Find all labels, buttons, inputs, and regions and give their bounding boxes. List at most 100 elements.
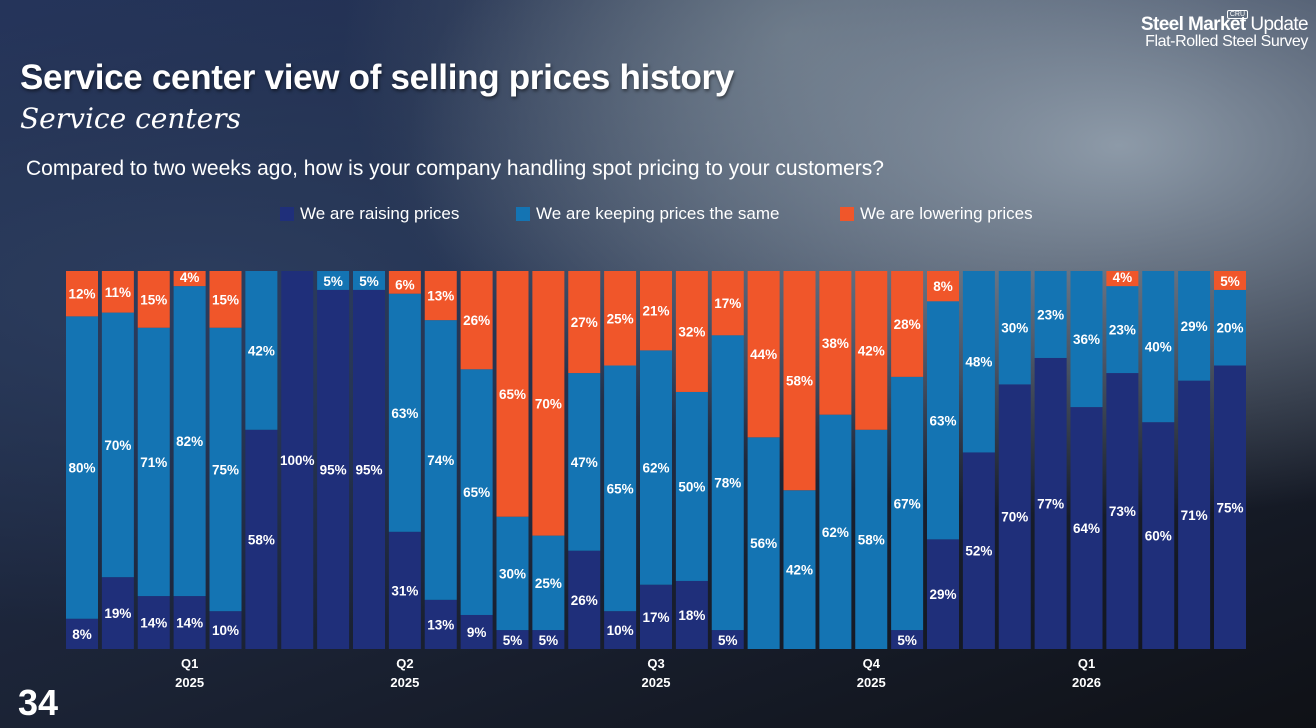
bar-segment-same-4	[173, 286, 206, 597]
bar-segment-raising-11	[424, 599, 457, 649]
data-label-raising-19: 5%	[718, 633, 738, 648]
data-label-same-8: 5%	[323, 274, 343, 289]
data-label-lowering-19: 17%	[714, 296, 741, 311]
bar-segment-lowering-11	[424, 271, 457, 321]
data-label-same-17: 62%	[642, 461, 669, 476]
bar-segment-same-21	[783, 490, 816, 649]
bar-segment-raising-4	[173, 596, 206, 649]
bar-segment-same-22	[819, 414, 852, 649]
bar-segment-lowering-25	[927, 271, 959, 302]
data-label-same-9: 5%	[359, 274, 379, 289]
data-label-lowering-20: 44%	[750, 347, 777, 362]
data-label-lowering-23: 42%	[858, 343, 885, 358]
data-label-same-29: 36%	[1073, 332, 1100, 347]
bar-segment-same-1	[66, 316, 98, 619]
data-label-raising-8: 95%	[320, 462, 347, 477]
data-label-same-23: 58%	[858, 532, 885, 547]
bar-segment-raising-24	[891, 630, 924, 649]
bar-segment-same-17	[640, 350, 672, 585]
data-label-lowering-15: 27%	[571, 315, 598, 330]
data-label-raising-18: 18%	[678, 608, 705, 623]
bar-segment-lowering-12	[460, 271, 493, 370]
bar-segment-same-18	[675, 391, 708, 581]
bar-segment-lowering-3	[137, 271, 170, 328]
bar-segment-same-29	[1070, 271, 1103, 408]
data-label-same-15: 47%	[571, 455, 598, 470]
data-label-same-24: 67%	[894, 496, 921, 511]
x-tick-year-5: 2026	[1072, 675, 1101, 690]
data-label-lowering-21: 58%	[786, 374, 813, 389]
data-label-same-13: 30%	[499, 566, 526, 581]
bar-segment-raising-5	[209, 611, 242, 649]
x-tick-quarter-1: Q1	[181, 656, 198, 671]
data-label-same-3: 71%	[140, 455, 167, 470]
data-label-lowering-25: 8%	[933, 279, 953, 294]
data-label-same-1: 80%	[68, 461, 95, 476]
bar-segment-raising-1	[66, 618, 98, 649]
bar-segment-same-25	[927, 301, 959, 540]
bar-segment-same-27	[998, 271, 1031, 385]
data-label-raising-27: 70%	[1001, 510, 1028, 525]
data-label-raising-12: 9%	[467, 625, 487, 640]
bar-segment-lowering-22	[819, 271, 852, 415]
legend-swatch-same	[516, 207, 530, 221]
bar-segment-raising-10	[388, 531, 421, 649]
data-label-raising-13: 5%	[503, 633, 523, 648]
bar-segment-lowering-30	[1106, 271, 1139, 287]
data-label-same-14: 25%	[535, 576, 562, 591]
data-label-raising-14: 5%	[539, 633, 559, 648]
data-label-same-21: 42%	[786, 563, 813, 578]
data-label-raising-6: 58%	[248, 532, 275, 547]
data-label-same-30: 23%	[1109, 323, 1136, 338]
bar-segment-raising-30	[1106, 373, 1139, 649]
logo-brand-light: Update	[1245, 14, 1308, 35]
data-label-raising-4: 14%	[176, 616, 203, 631]
bar-segment-lowering-23	[855, 271, 888, 430]
bar-segment-raising-32	[1178, 380, 1211, 649]
data-label-lowering-10: 6%	[395, 278, 415, 293]
data-label-same-10: 63%	[391, 406, 418, 421]
data-label-raising-26: 52%	[965, 544, 992, 559]
data-label-lowering-18: 32%	[678, 324, 705, 339]
bar-segment-raising-17	[640, 584, 672, 649]
bar-segment-same-26	[962, 271, 995, 453]
data-label-same-26: 48%	[965, 355, 992, 370]
data-label-same-31: 40%	[1145, 340, 1172, 355]
chart-legend: We are raising prices We are keeping pri…	[0, 202, 1316, 226]
x-tick-year-3: 2025	[642, 675, 671, 690]
bar-segment-raising-16	[604, 611, 637, 649]
data-label-lowering-24: 28%	[894, 317, 921, 332]
bar-segment-same-28	[1034, 271, 1067, 358]
bar-segment-same-32	[1178, 271, 1211, 381]
legend-label-raising: We are raising prices	[300, 204, 460, 223]
data-label-raising-17: 17%	[642, 610, 669, 625]
bar-segment-lowering-16	[604, 271, 637, 366]
data-label-raising-31: 60%	[1145, 529, 1172, 544]
bar-segment-raising-26	[962, 452, 995, 649]
x-tick-year-4: 2025	[857, 675, 886, 690]
survey-question: Compared to two weeks ago, how is your c…	[26, 157, 884, 180]
data-label-raising-5: 10%	[212, 623, 239, 638]
legend-label-same: We are keeping prices the same	[536, 204, 780, 223]
data-label-lowering-22: 38%	[822, 336, 849, 351]
bar-segment-raising-6	[245, 429, 278, 649]
data-label-same-19: 78%	[714, 476, 741, 491]
data-label-same-32: 29%	[1181, 319, 1208, 334]
legend-item-lowering: We are lowering prices	[840, 204, 1033, 224]
bar-segment-raising-2	[101, 577, 134, 649]
bar-segment-raising-19	[711, 630, 744, 649]
data-label-lowering-4: 4%	[180, 270, 200, 285]
page-subtitle: Service centers	[20, 102, 241, 135]
bar-segment-same-23	[855, 429, 888, 649]
bar-segment-lowering-17	[640, 271, 672, 351]
data-label-raising-1: 8%	[72, 627, 92, 642]
data-label-raising-3: 14%	[140, 616, 167, 631]
data-label-same-11: 74%	[427, 453, 454, 468]
data-label-same-25: 63%	[929, 413, 956, 428]
data-label-lowering-33: 5%	[1220, 274, 1240, 289]
data-label-raising-30: 73%	[1109, 504, 1136, 519]
data-label-raising-7: 100%	[280, 453, 315, 468]
data-label-same-28: 23%	[1037, 307, 1064, 322]
bar-segment-raising-15	[568, 550, 601, 649]
bar-segment-lowering-14	[532, 271, 565, 536]
